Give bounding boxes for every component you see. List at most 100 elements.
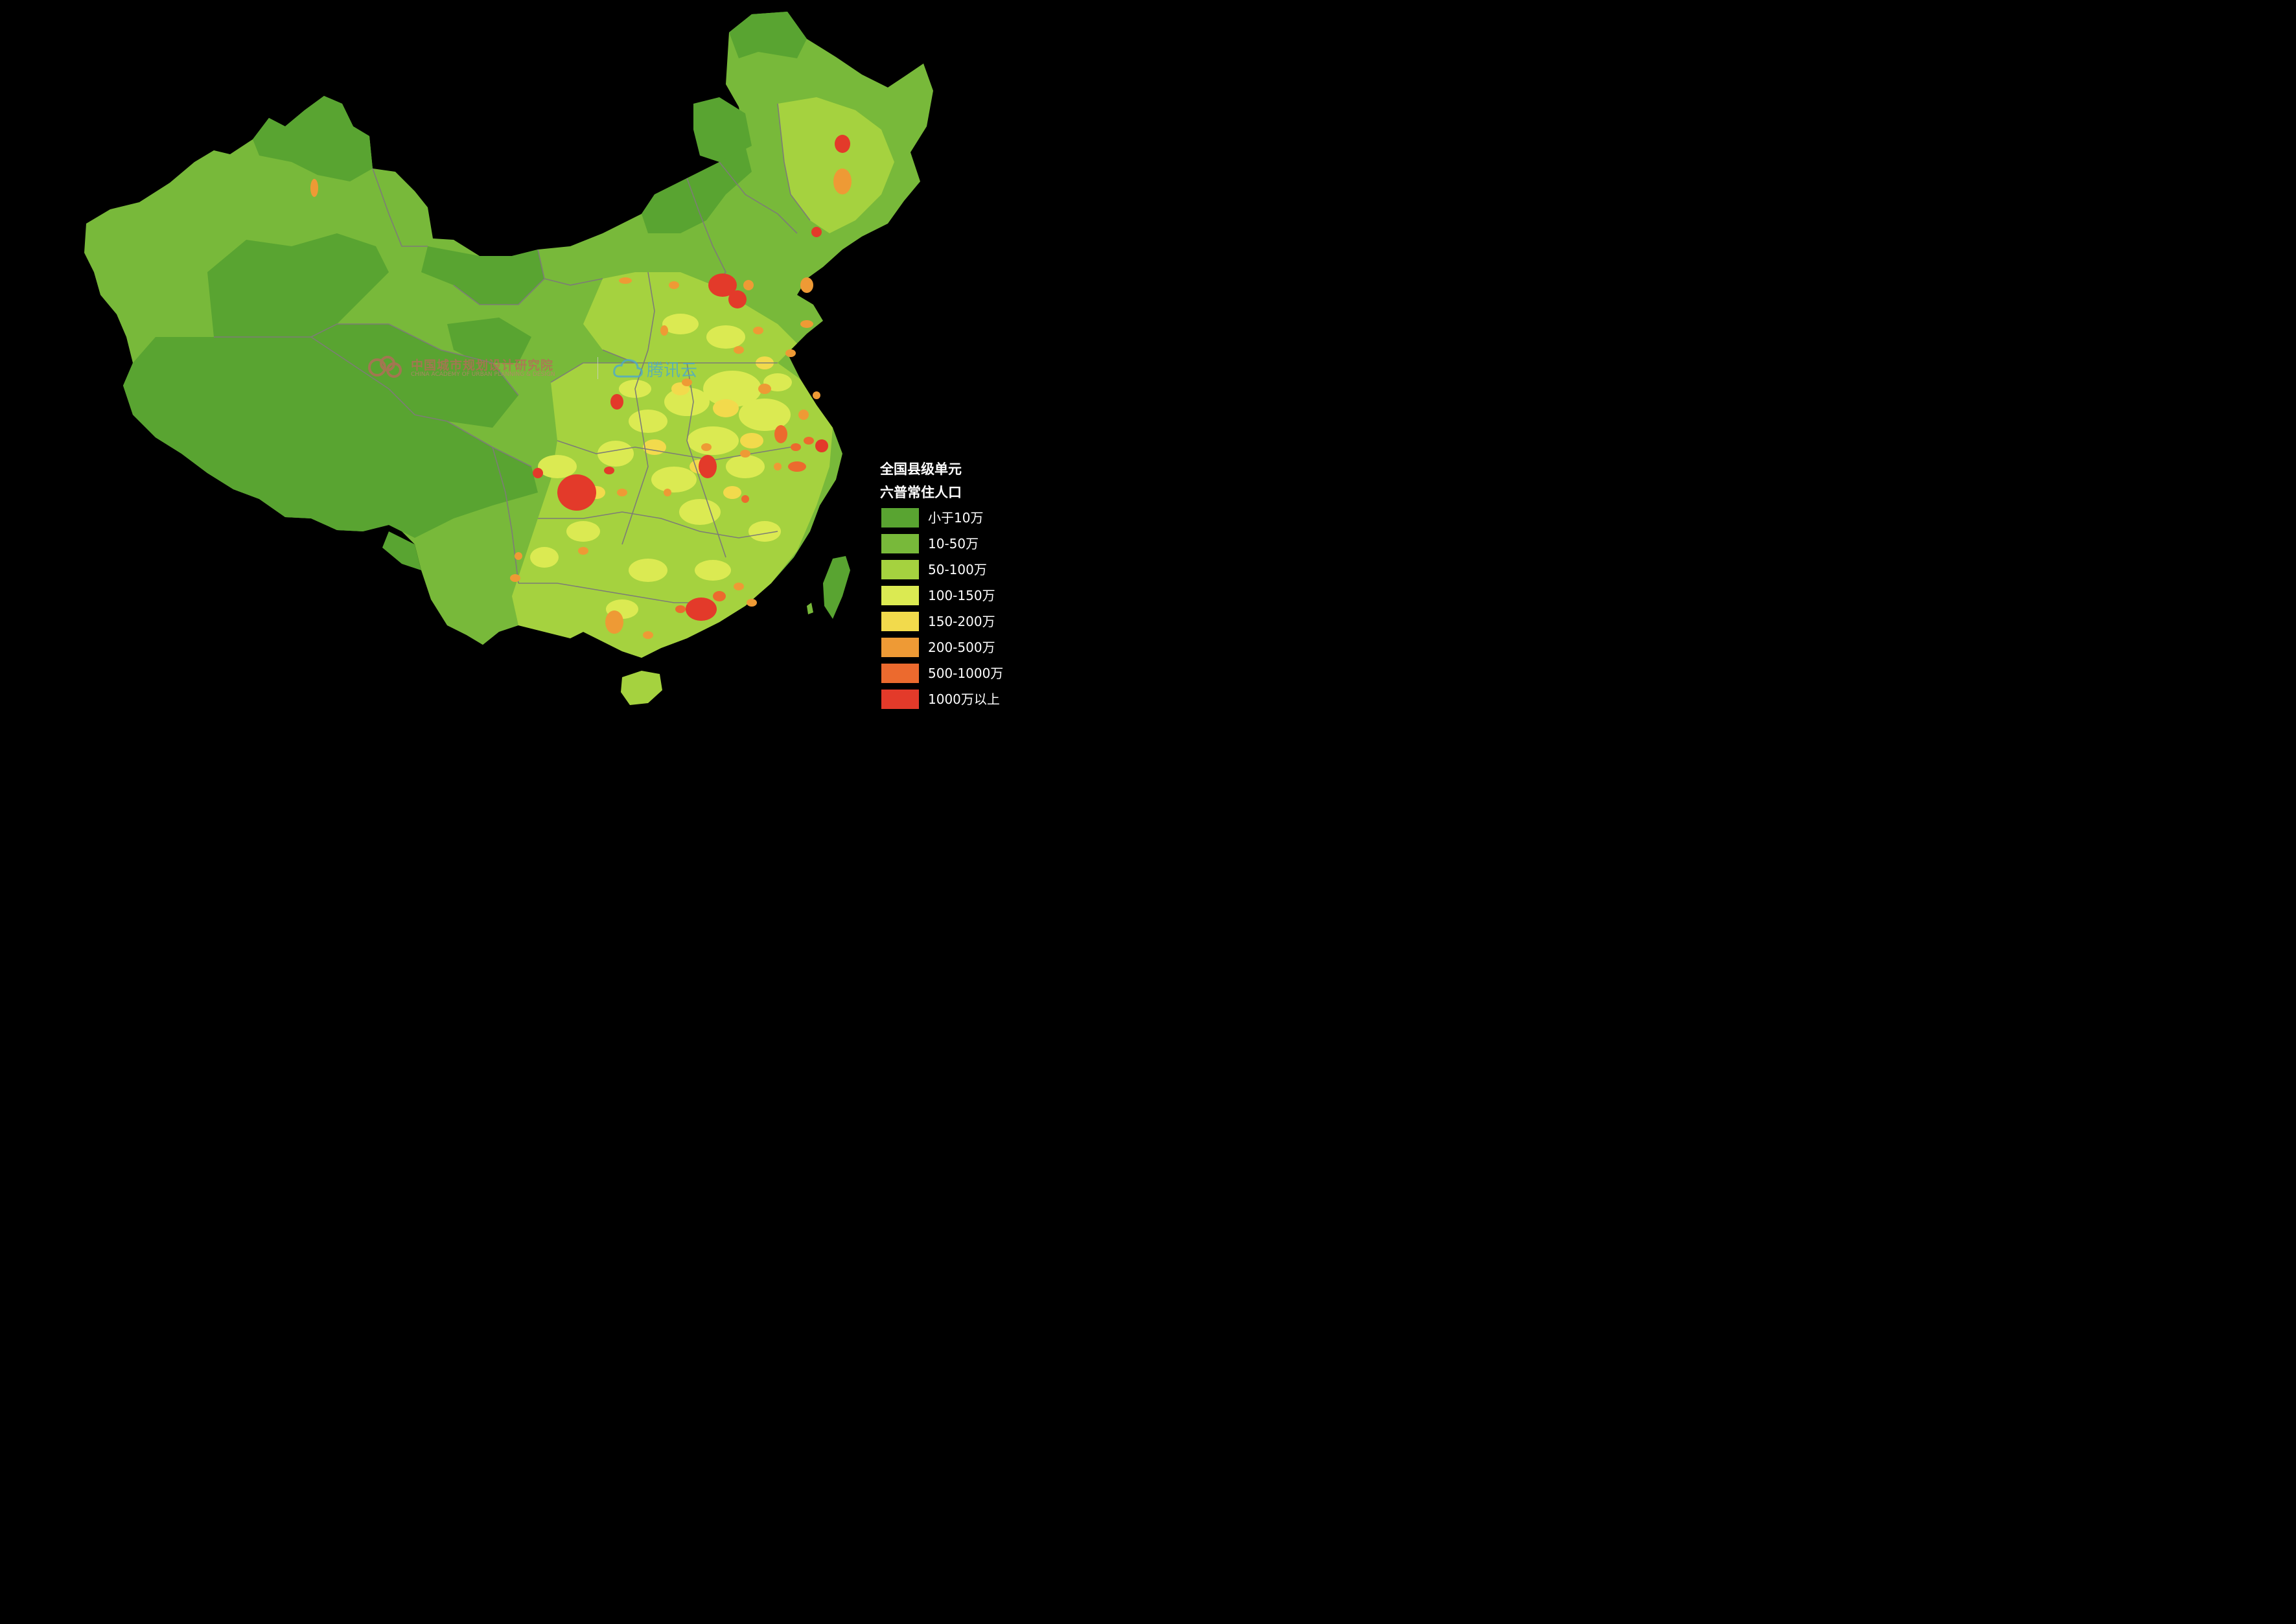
city-1000-plus <box>610 394 623 410</box>
region-northeast-plain <box>778 97 894 233</box>
legend-label: 100-150万 <box>928 588 995 603</box>
legend-label: 1000万以上 <box>928 691 1000 707</box>
city-200-500 <box>734 346 744 354</box>
region-100-150 <box>687 426 739 455</box>
legend-swatch <box>881 690 919 709</box>
city-200-500 <box>701 443 712 451</box>
region-qilian <box>447 318 531 363</box>
city-500-1000 <box>804 437 814 445</box>
tencent-cloud-icon <box>613 359 643 378</box>
legend-title-line2: 六普常住人口 <box>880 485 962 500</box>
province-border <box>719 161 798 234</box>
region-100-150 <box>597 441 634 467</box>
tencent-cloud-label: 腾讯云 <box>647 361 698 380</box>
legend-title-line1: 全国县级单元 <box>880 461 962 477</box>
island-hainan <box>621 671 662 705</box>
city-500-1000 <box>791 443 801 451</box>
province-border <box>214 336 532 467</box>
region-100-150 <box>629 410 667 433</box>
region-150-200 <box>723 486 741 499</box>
region-150-200 <box>713 399 739 417</box>
city-200-500 <box>605 610 623 634</box>
city-200-500 <box>747 599 757 607</box>
city-1000-plus <box>699 455 717 478</box>
city-200-500 <box>643 631 653 639</box>
region-100-150 <box>664 388 710 416</box>
region-100-150 <box>748 521 781 542</box>
province-border <box>537 249 545 279</box>
city-1000-plus <box>835 135 850 153</box>
city-500-1000 <box>675 605 686 613</box>
city-500-1000 <box>774 425 787 443</box>
region-100-150 <box>703 371 761 407</box>
city-1000-plus <box>686 597 717 621</box>
city-200-500 <box>798 410 809 420</box>
legend-swatch <box>881 560 919 579</box>
city-1000-plus <box>533 468 543 478</box>
province-border <box>453 278 603 305</box>
caupd-logo-icon <box>368 356 402 378</box>
province-border <box>372 168 428 247</box>
city-500-1000 <box>788 461 806 472</box>
city-200-500 <box>800 277 813 293</box>
region-150-200 <box>643 439 666 455</box>
island-small <box>807 603 813 614</box>
region-altay <box>253 96 373 181</box>
region-100-150 <box>651 467 697 493</box>
city-500-1000 <box>741 495 749 503</box>
city-200-500 <box>800 320 813 328</box>
city-200-500 <box>682 378 692 386</box>
city-200-500 <box>510 574 520 582</box>
legend-label: 200-500万 <box>928 640 995 655</box>
map-legend: 全国县级单元 六普常住人口 小于10万 10-50万 50-100万 100-1… <box>880 458 1010 709</box>
region-100-150 <box>739 399 791 431</box>
province-border <box>310 323 519 396</box>
city-200-500 <box>813 391 820 399</box>
city-500-1000 <box>713 591 726 601</box>
caupd-name-cn: 中国城市规划设计研究院 <box>411 358 554 373</box>
region-100-150 <box>662 314 699 334</box>
watermark-divider <box>597 357 598 379</box>
legend-swatch <box>881 508 919 528</box>
region-150-200 <box>740 433 763 448</box>
legend-swatch <box>881 612 919 631</box>
region-100-150 <box>629 559 667 582</box>
legend-swatch <box>881 534 919 553</box>
city-200-500 <box>753 327 763 334</box>
legend-label: 150-200万 <box>928 614 995 629</box>
city-200-500 <box>774 463 782 470</box>
city-1000-plus <box>728 290 747 308</box>
region-tarim <box>207 233 389 337</box>
legend-label: 500-1000万 <box>928 666 1004 681</box>
city-200-500 <box>833 168 852 194</box>
legend-label: 小于10万 <box>928 510 984 526</box>
region-100-150 <box>538 455 577 478</box>
legend-label: 10-50万 <box>928 536 979 551</box>
region-tibet <box>123 337 538 538</box>
province-border <box>621 272 655 545</box>
region-qinghai <box>311 324 518 428</box>
region-100-150 <box>679 499 721 525</box>
region-hulunbuir <box>693 97 752 162</box>
region-alxa <box>421 246 544 305</box>
city-200-500 <box>660 325 668 336</box>
china-county-population-map <box>84 12 933 705</box>
city-200-500 <box>578 547 588 555</box>
region-100-150 <box>726 455 765 478</box>
province-border <box>550 362 635 383</box>
city-200-500 <box>310 179 318 197</box>
city-200-500 <box>758 384 771 394</box>
legend-label: 50-100万 <box>928 562 987 577</box>
province-borders <box>214 103 811 603</box>
city-200-500 <box>743 280 754 290</box>
legend-swatch <box>881 586 919 605</box>
city-200-500 <box>664 489 671 496</box>
legend-swatch <box>881 664 919 683</box>
city-200-500 <box>734 583 744 590</box>
island-taiwan <box>823 556 850 619</box>
city-200-500 <box>619 277 632 284</box>
region-nyingchi <box>382 531 421 570</box>
caupd-name-en: CHINA ACADEMY OF URBAN PLANNING & DESIGN <box>411 371 555 378</box>
region-100-150 <box>530 547 559 568</box>
province-border <box>777 103 811 221</box>
